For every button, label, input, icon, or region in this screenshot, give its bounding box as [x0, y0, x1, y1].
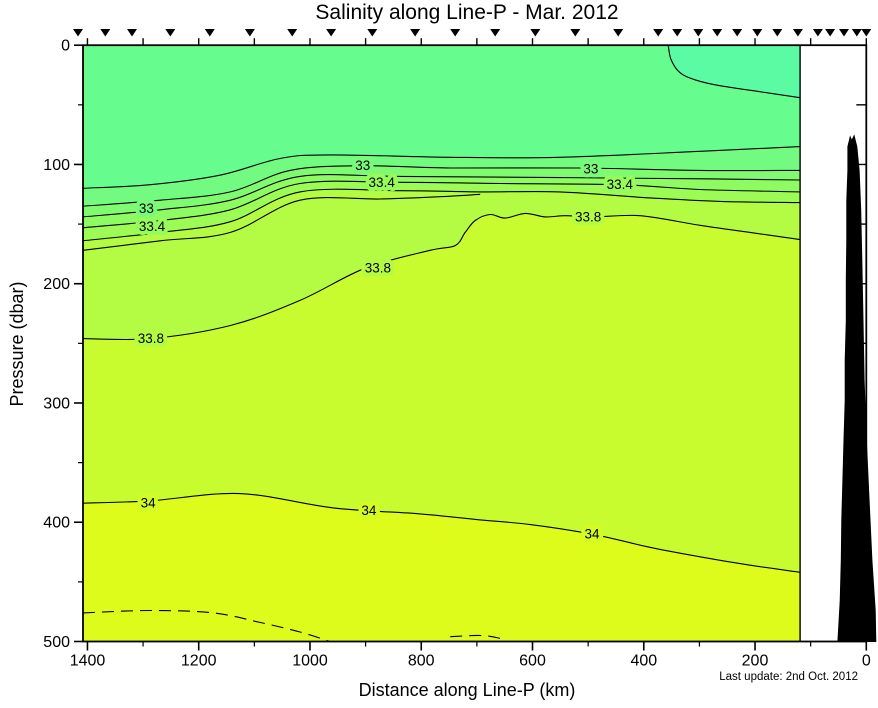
station-marker-triangle: [752, 29, 763, 37]
fill-bands: [83, 45, 801, 642]
contour-line: [82, 174, 801, 218]
contour-label: 34: [584, 527, 600, 542]
station-marker-triangle: [772, 29, 783, 37]
x-tick-label: 1400: [70, 653, 106, 670]
x-tick-label: 0: [862, 653, 871, 670]
contour-line: [82, 188, 801, 242]
contour-label: 33.4: [139, 219, 166, 234]
x-axis-title: Distance along Line-P (km): [358, 680, 576, 700]
y-tick-label: 0: [61, 38, 70, 55]
contour-label: 33.4: [607, 177, 634, 192]
contour-label: 33.8: [138, 331, 164, 346]
tick-labels: 1400 1200 1000 800 600 400 200 0 0 100 200 300 400 50…: [43, 38, 871, 670]
station-marker-triangle: [653, 29, 664, 37]
y-tick-label: 500: [43, 634, 70, 651]
contour-label: 33: [355, 158, 370, 173]
x-tick-label: 1200: [181, 653, 217, 670]
station-marker-triangle: [73, 29, 83, 37]
station-marker-triangle: [127, 29, 137, 37]
contour-labels: 33 33 33 33.4 33.4 33.4 33.8 33.8 33.8 34 34 34: [134, 154, 638, 546]
station-marker-triangle: [570, 29, 581, 37]
station-marker-triangle: [410, 29, 421, 37]
x-tick-label: 800: [408, 653, 435, 670]
station-marker-triangle: [613, 29, 624, 37]
station-marker-triangle: [367, 29, 378, 37]
y-axis-title: Pressure (dbar): [7, 281, 27, 407]
station-marker-triangle: [825, 29, 836, 37]
station-marker-triangle: [839, 29, 849, 37]
contour-line: [667, 45, 801, 99]
station-marker-triangle: [861, 29, 872, 37]
dashed-contour-line: [82, 609, 331, 643]
axes: [74, 38, 868, 651]
station-marker-triangle: [672, 29, 683, 37]
x-tick-label: 600: [519, 653, 546, 670]
station-marker-triangle: [490, 29, 501, 37]
station-markers: [73, 29, 872, 37]
contour-label: 33.4: [369, 175, 396, 190]
station-marker-triangle: [287, 29, 298, 37]
contour-line: [82, 193, 481, 251]
contour-label: 34: [361, 503, 377, 518]
station-marker-triangle: [100, 29, 111, 37]
contour-label: 33: [139, 201, 154, 216]
chart-title: Salinity along Line-P - Mar. 2012: [315, 1, 619, 24]
station-marker-triangle: [204, 29, 215, 37]
y-tick-label: 400: [43, 515, 70, 532]
contour-label: 34: [141, 496, 157, 511]
station-marker-triangle: [165, 29, 176, 37]
station-marker-triangle: [712, 29, 723, 37]
station-marker-triangle: [244, 29, 255, 37]
contour-line: [82, 212, 801, 341]
station-marker-triangle: [530, 29, 541, 37]
station-marker-triangle: [450, 29, 461, 37]
contour-label: 33.8: [575, 209, 601, 224]
station-marker-triangle: [326, 29, 337, 37]
x-tick-label: 400: [630, 653, 657, 670]
x-tick-label: 200: [742, 653, 769, 670]
contour-line: [82, 492, 801, 573]
contour-lines: [82, 45, 801, 643]
y-tick-label: 100: [43, 157, 70, 174]
station-marker-triangle: [792, 29, 803, 37]
station-marker-triangle: [851, 29, 862, 37]
contour-label: 33: [583, 162, 598, 177]
contour-line: [82, 146, 801, 189]
last-update-note: Last update: 2nd Oct. 2012: [719, 671, 858, 683]
contour-line: [82, 165, 801, 207]
station-marker-triangle: [732, 29, 743, 37]
y-tick-label: 300: [43, 396, 70, 413]
contour-label: 33.8: [365, 261, 391, 276]
station-marker-triangle: [693, 29, 704, 37]
bathymetry-silhouette: [837, 134, 877, 642]
contour-line: [82, 180, 801, 229]
y-tick-label: 200: [43, 276, 70, 293]
dashed-contour-line: [450, 634, 507, 642]
station-marker-triangle: [812, 29, 823, 37]
x-tick-label: 1000: [292, 653, 328, 670]
